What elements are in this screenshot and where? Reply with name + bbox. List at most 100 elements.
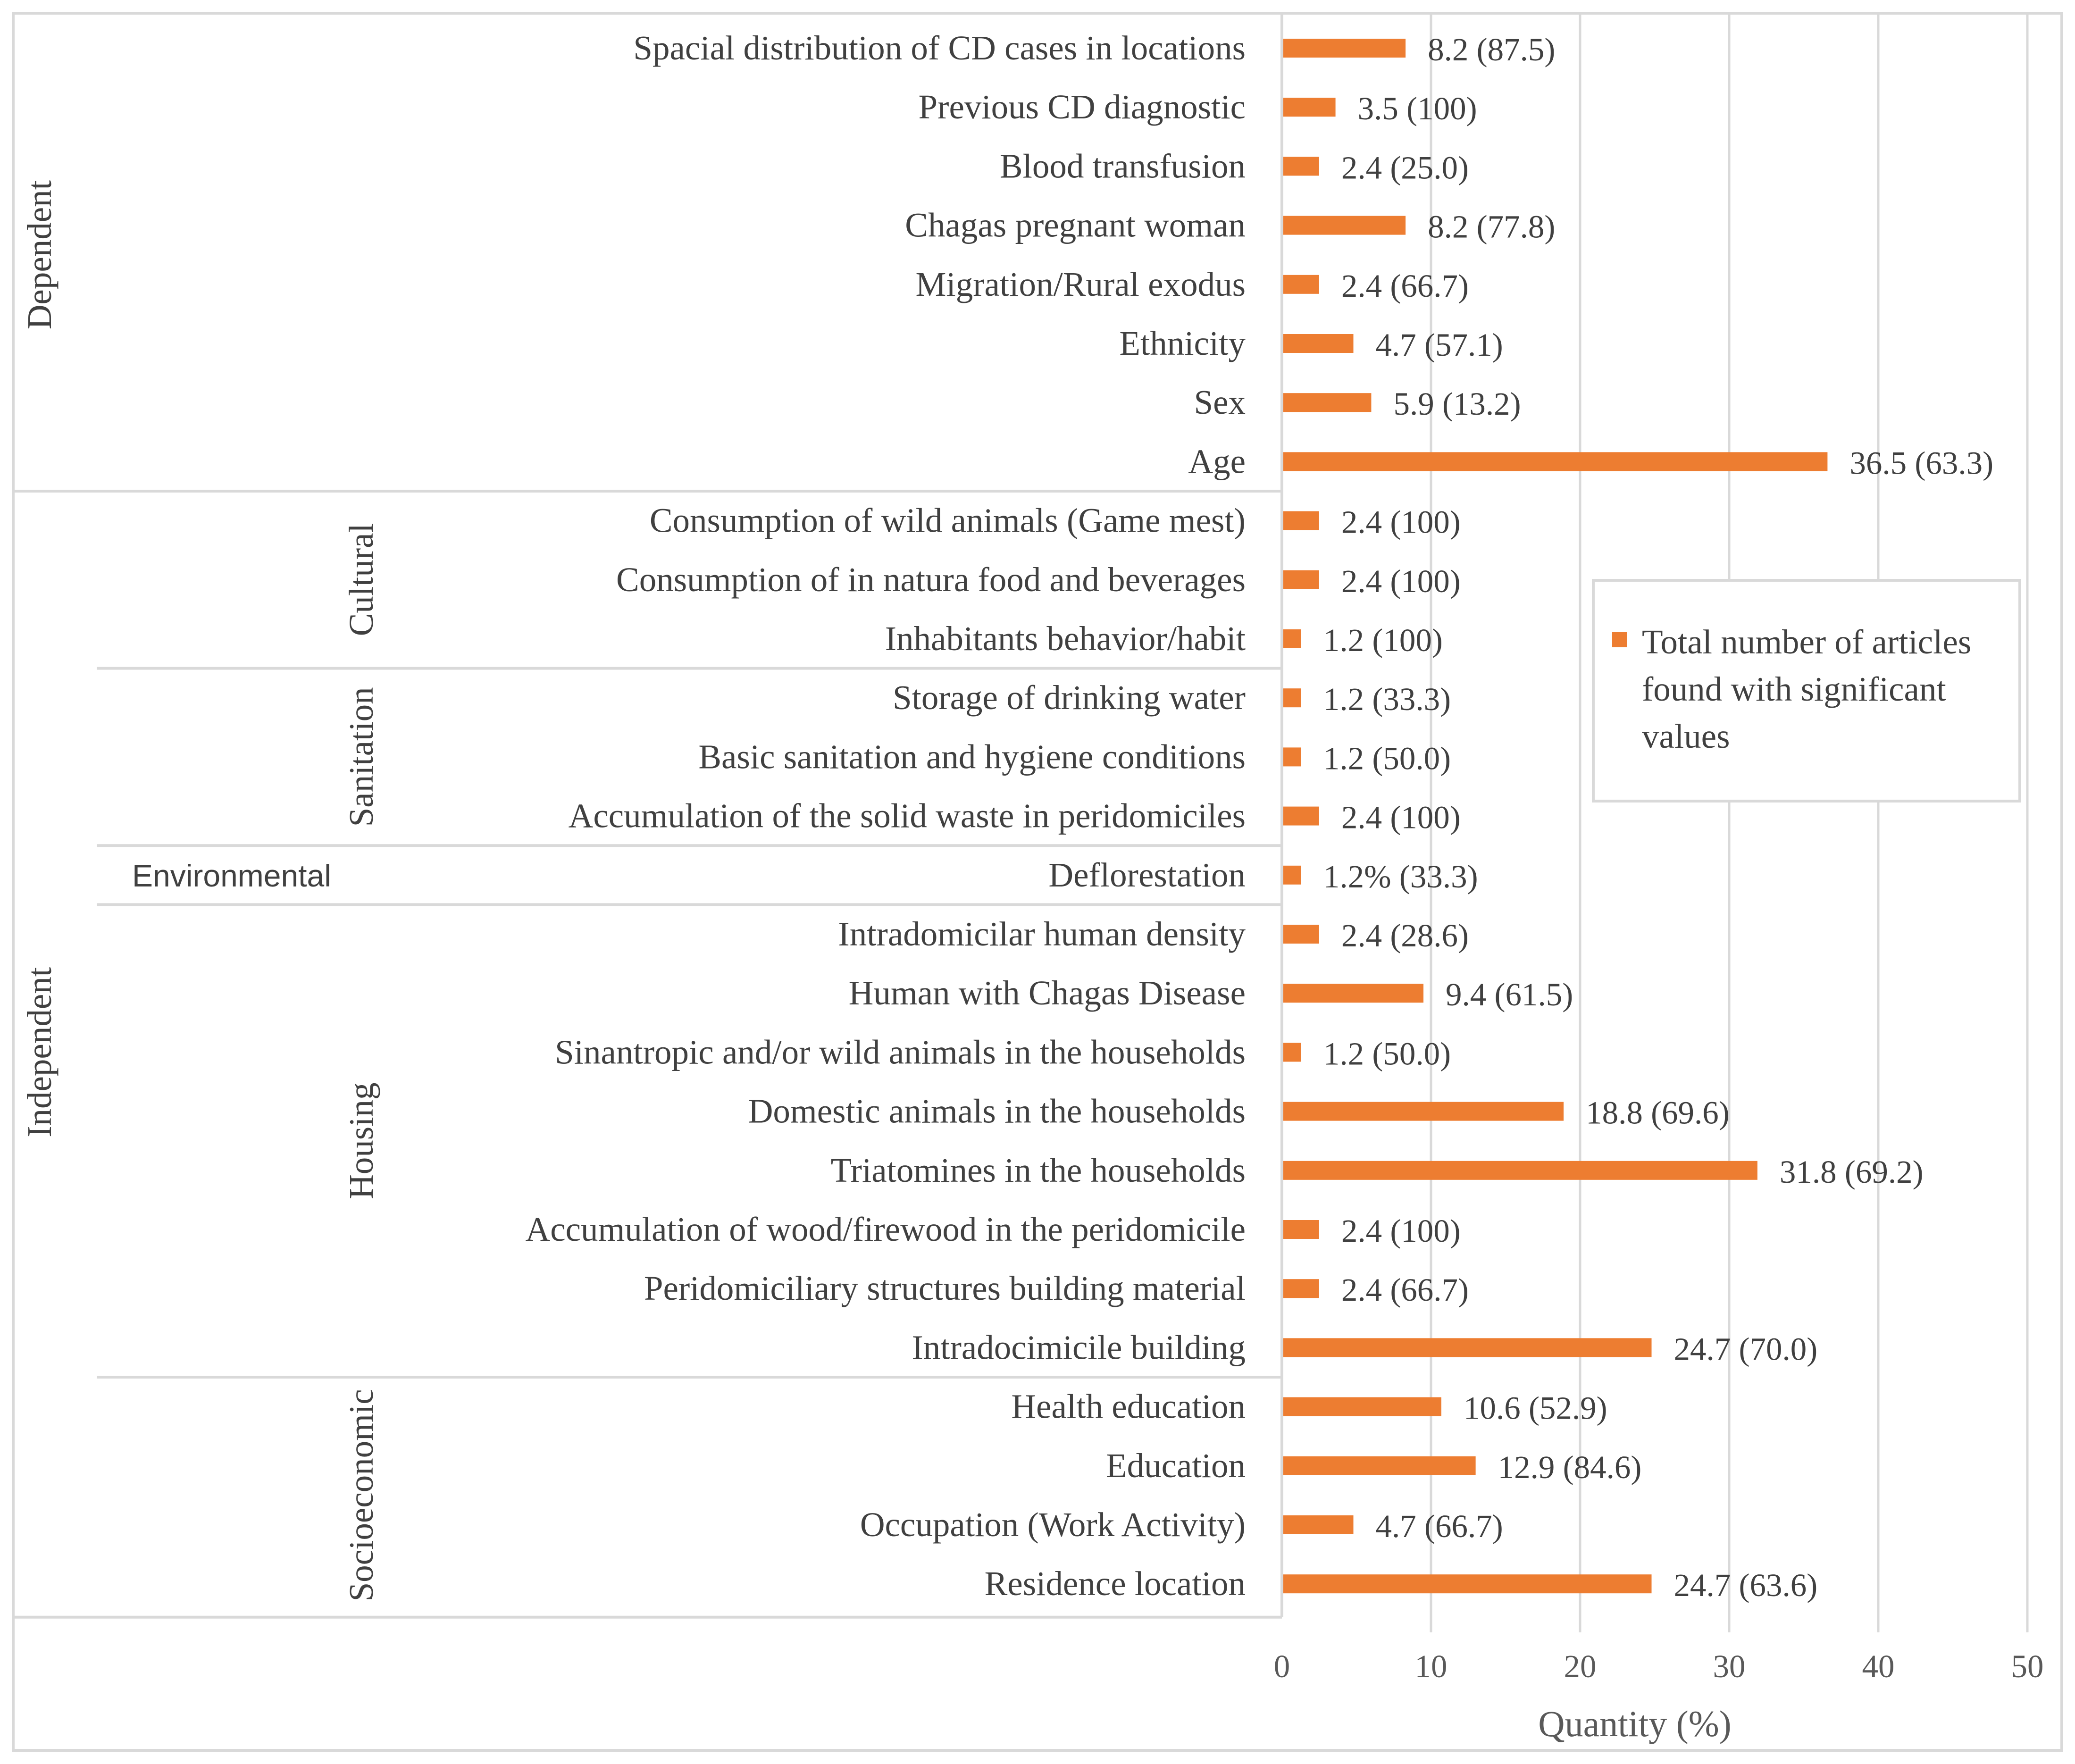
x-tick-label: 10	[1415, 1648, 1447, 1684]
category-label: Chagas pregnant woman	[905, 206, 1246, 244]
bar	[1283, 1043, 1301, 1062]
category-label: Accumulation of the solid waste in perid…	[569, 797, 1246, 835]
x-tick-label: 0	[1274, 1648, 1290, 1684]
data-label: 2.4 (25.0)	[1341, 150, 1469, 185]
bar	[1283, 1515, 1354, 1534]
data-label: 2.4 (28.6)	[1341, 918, 1469, 953]
legend-label: Total number of articles found with signi…	[1642, 623, 1971, 755]
data-label: 24.7 (63.6)	[1674, 1567, 1818, 1603]
subgroup-label: Cultural	[342, 523, 380, 636]
bar	[1283, 925, 1319, 944]
category-label: Sex	[1194, 383, 1246, 421]
data-label: 8.2 (87.5)	[1428, 32, 1555, 67]
data-label: 2.4 (66.7)	[1341, 268, 1469, 304]
bar	[1283, 452, 1828, 471]
x-tick-label: 40	[1862, 1648, 1895, 1684]
bar	[1283, 865, 1301, 885]
outer-frame	[12, 12, 2063, 1752]
bar	[1283, 1161, 1757, 1180]
category-label: Intradocimicile building	[912, 1328, 1246, 1366]
category-label: Basic sanitation and hygiene conditions	[698, 737, 1246, 776]
category-label: Spacial distribution of CD cases in loca…	[633, 29, 1246, 67]
x-tick-label: 20	[1564, 1648, 1597, 1684]
data-label: 2.4 (100)	[1341, 563, 1461, 599]
x-tick-label: 50	[2011, 1648, 2044, 1684]
bar	[1283, 629, 1301, 648]
group-label: Dependent	[20, 180, 59, 329]
subgroup-label: Housing	[342, 1082, 380, 1199]
bar	[1283, 98, 1336, 117]
bar	[1283, 1102, 1564, 1121]
bar	[1283, 984, 1424, 1003]
data-label: 36.5 (63.3)	[1849, 445, 1993, 481]
category-label: Inhabitants behavior/habit	[885, 619, 1246, 658]
data-label: 3.5 (100)	[1358, 91, 1477, 126]
category-label: Residence location	[985, 1564, 1246, 1603]
bar	[1283, 1456, 1476, 1475]
data-label: 1.2 (33.3)	[1323, 681, 1451, 717]
bar	[1283, 570, 1319, 589]
category-label: Accumulation of wood/firewood in the per…	[525, 1210, 1246, 1248]
category-label: Sinantropic and/or wild animals in the h…	[555, 1033, 1246, 1071]
bar	[1283, 39, 1406, 58]
data-label: 2.4 (66.7)	[1341, 1272, 1469, 1308]
data-label: 18.8 (69.6)	[1586, 1095, 1730, 1131]
data-label: 5.9 (13.2)	[1393, 386, 1521, 422]
bar	[1283, 275, 1319, 294]
category-label: Health education	[1011, 1388, 1246, 1426]
category-label: Intradomicilar human density	[838, 915, 1246, 953]
bars	[1283, 39, 1828, 1594]
category-label: Triatomines in the households	[831, 1151, 1246, 1189]
category-label: Previous CD diagnostic	[919, 88, 1246, 126]
data-label: 4.7 (57.1)	[1376, 327, 1503, 363]
subgroup-label: Socioeconomic	[342, 1389, 380, 1601]
gridlines	[1430, 13, 2029, 1632]
subgroup-label: Sanitation	[342, 687, 380, 827]
bar	[1283, 511, 1319, 530]
data-label: 2.4 (100)	[1341, 504, 1461, 540]
x-axis-title: Quantity (%)	[1538, 1703, 1731, 1744]
bar	[1283, 1397, 1441, 1416]
data-label: 1.2 (100)	[1323, 622, 1443, 658]
bar	[1283, 157, 1319, 176]
category-label: Age	[1188, 442, 1246, 480]
subgroup-label: Environmental	[132, 858, 331, 893]
bar	[1283, 216, 1406, 235]
category-label: Occupation (Work Activity)	[860, 1505, 1246, 1544]
legend-swatch	[1612, 632, 1627, 647]
data-label: 1.2% (33.3)	[1323, 859, 1478, 895]
bar	[1283, 1220, 1319, 1239]
bar	[1283, 806, 1319, 826]
category-label: Domestic animals in the households	[748, 1092, 1246, 1130]
category-label: Education	[1106, 1446, 1246, 1485]
data-label: 10.6 (52.9)	[1464, 1390, 1607, 1426]
category-label: Blood transfusion	[1000, 147, 1246, 185]
data-label: 24.7 (70.0)	[1674, 1331, 1818, 1367]
category-label: Deflorestation	[1048, 856, 1246, 894]
bar	[1283, 688, 1301, 708]
data-label: 1.2 (50.0)	[1323, 1036, 1451, 1071]
group-label: Independent	[20, 967, 59, 1137]
category-frame	[12, 12, 2063, 1752]
category-label: Peridomiciliary structures building mate…	[644, 1269, 1246, 1307]
bar	[1283, 393, 1372, 412]
category-label: Storage of drinking water	[893, 678, 1246, 717]
data-label: 4.7 (66.7)	[1376, 1508, 1503, 1544]
bar	[1283, 334, 1354, 353]
bar	[1283, 1574, 1652, 1594]
x-tick-label: 30	[1713, 1648, 1746, 1684]
category-label: Consumption of wild animals (Game mest)	[650, 502, 1246, 540]
bar	[1283, 747, 1301, 767]
bar	[1283, 1279, 1319, 1298]
data-label: 1.2 (50.0)	[1323, 740, 1451, 776]
category-label: Human with Chagas Disease	[849, 974, 1246, 1012]
data-label: 12.9 (84.6)	[1498, 1449, 1642, 1485]
category-labels: Spacial distribution of CD cases in loca…	[525, 29, 1993, 1603]
data-label: 9.4 (61.5)	[1446, 977, 1573, 1012]
data-label: 8.2 (77.8)	[1428, 209, 1555, 245]
x-axis-ticks: 0 10 20 30 40 50	[1274, 1648, 2044, 1684]
bar	[1283, 1338, 1652, 1357]
category-label: Migration/Rural exodus	[916, 265, 1246, 303]
group-labels: Dependent Cultural Sanitation Environmental…	[20, 180, 380, 1601]
